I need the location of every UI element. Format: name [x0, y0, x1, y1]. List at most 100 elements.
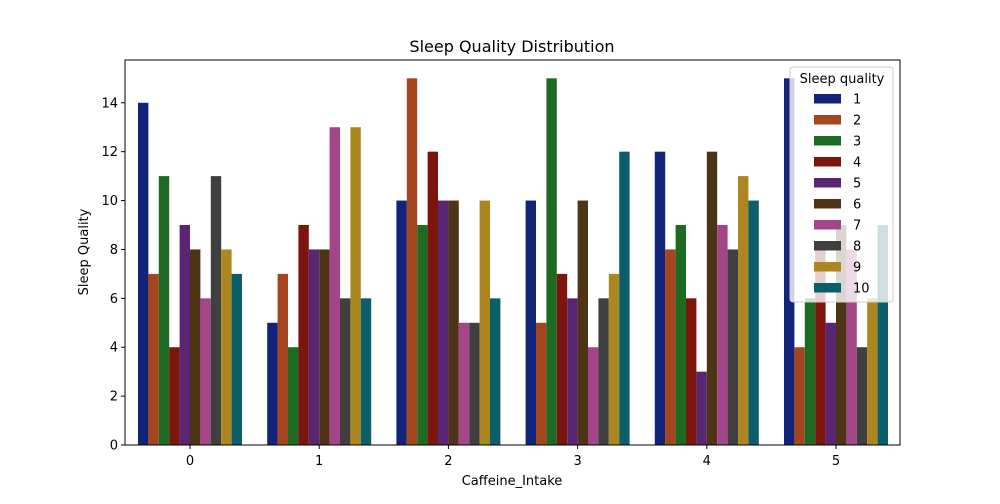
bar-series-9-cat-3: [608, 273, 620, 445]
x-tick-label: 0: [186, 454, 194, 469]
y-tick-label: 12: [101, 145, 118, 160]
bar-series-4-cat-3: [556, 273, 568, 445]
bar-series-9-cat-2: [479, 200, 490, 445]
bar-series-8-cat-3: [598, 298, 609, 445]
y-axis-label: Sleep Quality: [77, 208, 92, 295]
bar-series-3-cat-5: [804, 298, 816, 445]
bar-series-3-cat-4: [675, 225, 686, 445]
bar-series-3-cat-2: [417, 225, 428, 445]
bar-series-1-cat-1: [267, 322, 278, 445]
bar-series-4-cat-1: [298, 225, 309, 445]
legend-label: 10: [853, 282, 870, 297]
bar-series-10-cat-2: [490, 298, 501, 445]
bar-series-2-cat-2: [406, 78, 418, 445]
y-tick-label: 14: [101, 96, 118, 111]
bar-series-4-cat-5: [815, 249, 826, 445]
legend-label: 2: [853, 114, 861, 129]
x-tick-label: 2: [444, 454, 452, 469]
legend-label: 3: [853, 135, 861, 150]
y-tick-label: 4: [110, 341, 118, 356]
legend-swatch: [814, 220, 841, 230]
bar-series-10-cat-3: [619, 151, 630, 446]
legend-swatch: [814, 94, 841, 104]
bars-layer: [138, 78, 888, 446]
legend-swatch: [814, 178, 841, 188]
legend-label: 8: [853, 240, 861, 255]
bar-series-7-cat-4: [717, 225, 728, 445]
bar-series-3-cat-1: [288, 347, 299, 445]
bar-series-6-cat-1: [319, 249, 330, 445]
bar-series-8-cat-0: [210, 176, 222, 446]
y-tick-label: 2: [110, 390, 118, 405]
bar-series-6-cat-4: [706, 151, 718, 446]
bar-series-10-cat-1: [360, 298, 372, 445]
legend-label: 1: [853, 93, 861, 108]
bar-series-10-cat-4: [748, 200, 759, 445]
bar-series-4-cat-4: [686, 298, 697, 445]
legend-label: 6: [853, 198, 861, 213]
bar-series-5-cat-2: [438, 200, 449, 445]
bar-series-7-cat-5: [846, 249, 857, 445]
legend-swatch: [814, 157, 841, 167]
bar-series-1-cat-4: [654, 151, 666, 446]
bar-series-5-cat-4: [696, 371, 707, 445]
legend-swatch: [814, 199, 841, 209]
bar-series-7-cat-0: [200, 298, 211, 445]
bar-series-1-cat-0: [138, 102, 149, 445]
legend-title: Sleep quality: [800, 72, 885, 87]
legend-label: 4: [853, 156, 861, 171]
bar-series-7-cat-1: [329, 127, 340, 445]
bar-series-4-cat-2: [427, 151, 438, 446]
bar-series-6-cat-3: [577, 200, 588, 445]
legend-label: 7: [853, 219, 861, 234]
legend-label: 5: [853, 177, 861, 192]
legend-swatch: [814, 283, 841, 293]
bar-series-10-cat-0: [231, 273, 242, 445]
bar-series-3-cat-0: [158, 176, 170, 446]
y-tick-label: 6: [110, 292, 118, 307]
y-tick-label: 0: [110, 439, 118, 454]
x-tick-label: 5: [832, 454, 840, 469]
x-tick-label: 1: [315, 454, 323, 469]
y-tick-label: 8: [110, 243, 118, 258]
bar-series-4-cat-0: [169, 347, 180, 445]
bar-series-6-cat-5: [836, 225, 847, 445]
bar-series-3-cat-3: [546, 78, 557, 445]
bar-series-9-cat-1: [350, 127, 361, 445]
bar-series-8-cat-5: [856, 347, 868, 445]
bar-series-1-cat-2: [396, 200, 407, 445]
bar-series-5-cat-5: [825, 322, 836, 445]
x-axis: 0 1 2 3 4 5: [186, 445, 840, 469]
chart-title: Sleep Quality Distribution: [409, 37, 614, 56]
legend-swatch: [814, 115, 841, 125]
bar-series-8-cat-2: [469, 322, 480, 445]
legend-swatch: [814, 241, 841, 251]
plot-frame: [124, 59, 901, 446]
bar-series-2-cat-0: [148, 273, 159, 445]
legend-label: 9: [853, 261, 861, 276]
bar-series-8-cat-4: [727, 249, 738, 445]
bar-series-10-cat-5: [877, 225, 888, 445]
bar-series-5-cat-3: [567, 298, 578, 445]
bar-series-2-cat-3: [536, 322, 547, 445]
bar-series-2-cat-4: [665, 249, 676, 445]
x-tick-label: 3: [573, 454, 581, 469]
legend: Sleep quality 1 2 3 4 5 6 7 8 9 10: [789, 66, 894, 303]
x-tick-label: 4: [703, 454, 711, 469]
bar-series-1-cat-3: [525, 200, 536, 445]
bar-series-7-cat-2: [458, 322, 470, 445]
bar-series-5-cat-1: [308, 249, 320, 445]
bar-series-8-cat-1: [340, 298, 351, 445]
legend-swatch: [814, 262, 841, 272]
bar-series-9-cat-5: [867, 298, 878, 445]
legend-box: [789, 66, 894, 303]
x-axis-label: Caffeine_Intake: [462, 474, 563, 489]
bar-series-1-cat-5: [784, 78, 795, 445]
bar-series-7-cat-3: [588, 347, 599, 445]
y-axis: 0 2 4 6 8 10 12 14: [101, 96, 125, 454]
y-tick-label: 10: [101, 194, 118, 209]
bar-series-6-cat-2: [448, 200, 459, 445]
legend-swatch: [814, 136, 841, 146]
